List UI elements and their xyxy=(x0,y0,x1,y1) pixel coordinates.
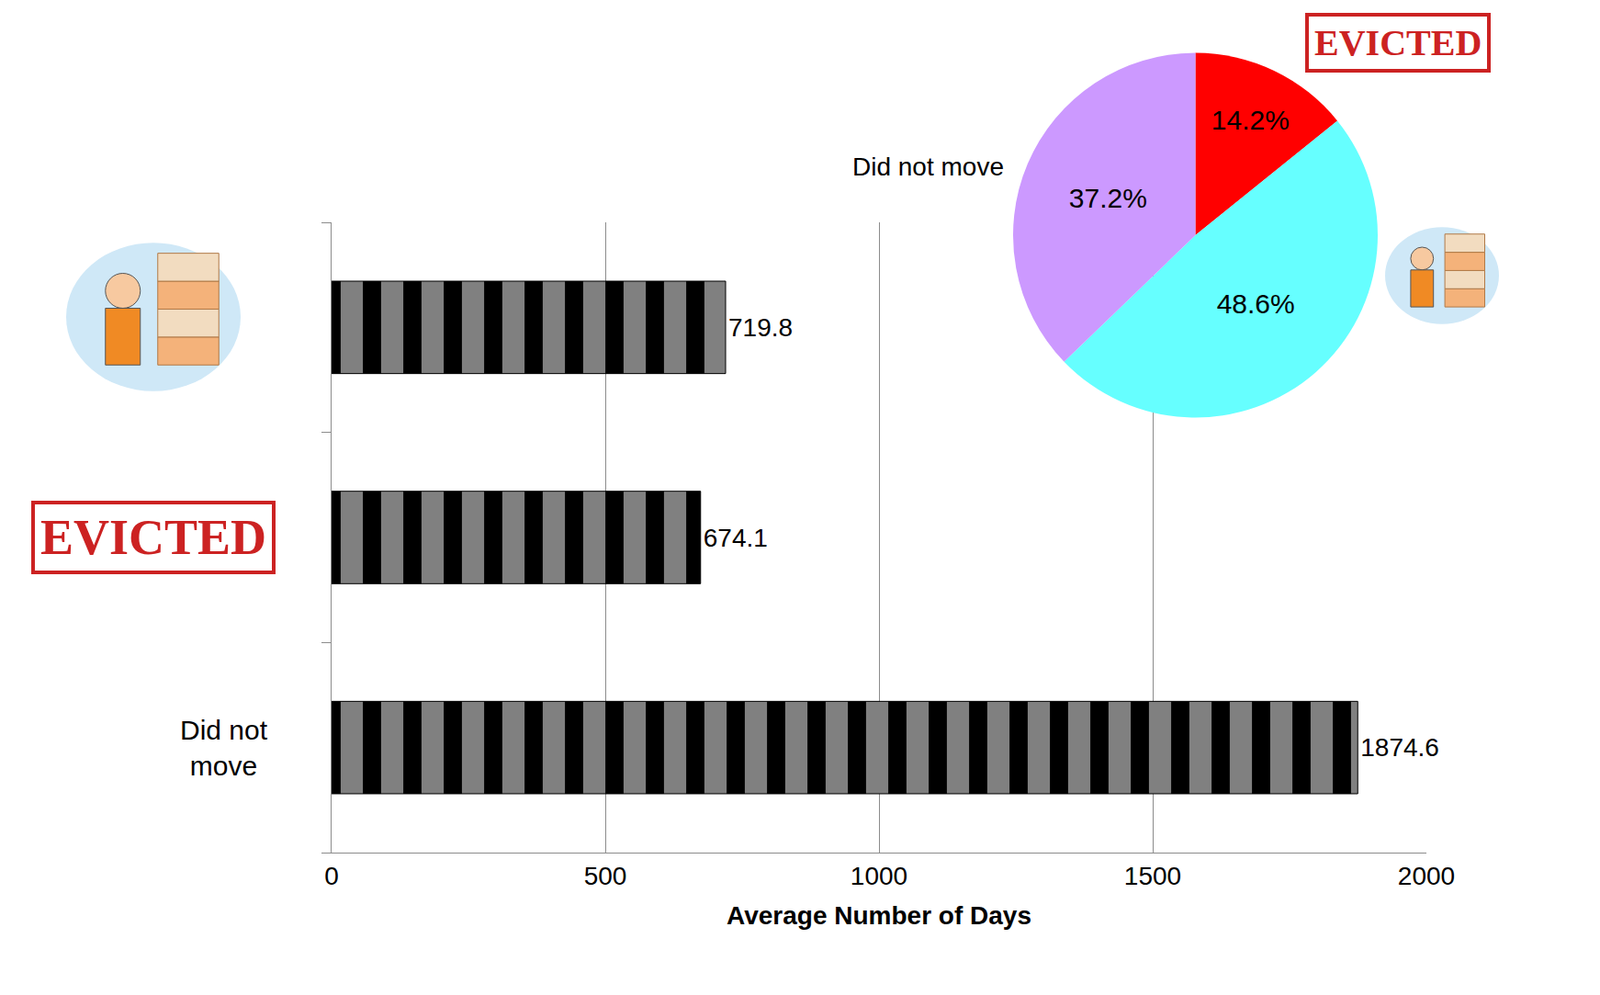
svg-text:1874.6: 1874.6 xyxy=(1360,732,1440,762)
svg-text:1500: 1500 xyxy=(1124,861,1182,891)
svg-text:48.6%: 48.6% xyxy=(1216,288,1296,319)
svg-text:Did notmove: Did notmove xyxy=(180,714,269,781)
svg-text:14.2%: 14.2% xyxy=(1211,104,1290,136)
svg-text:719.8: 719.8 xyxy=(728,313,793,342)
svg-text:1000: 1000 xyxy=(850,861,908,891)
svg-text:EVICTED: EVICTED xyxy=(40,509,267,565)
svg-text:Average Number of Days: Average Number of Days xyxy=(726,901,1032,930)
svg-text:0: 0 xyxy=(324,861,339,891)
svg-text:2000: 2000 xyxy=(1397,861,1455,891)
svg-text:37.2%: 37.2% xyxy=(1069,182,1148,214)
svg-text:Did not move: Did not move xyxy=(852,152,1004,181)
svg-text:674.1: 674.1 xyxy=(703,523,768,553)
svg-text:EVICTED: EVICTED xyxy=(1314,22,1482,64)
svg-text:500: 500 xyxy=(584,861,628,891)
